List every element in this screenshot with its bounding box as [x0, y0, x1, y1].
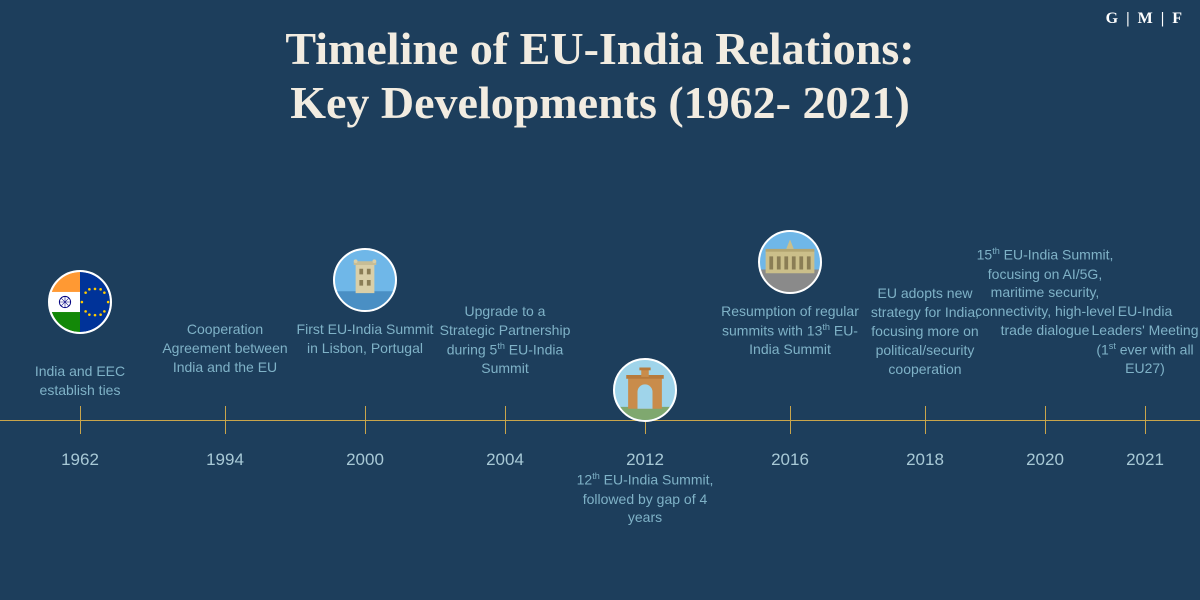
event-description: EU adopts new strategy for India, focusi… — [855, 284, 995, 378]
event-description: Upgrade to a Strategic Partnership durin… — [435, 302, 575, 378]
india-eu-flag-icon — [48, 270, 112, 334]
axis-tick — [1145, 406, 1146, 434]
axis-tick — [925, 406, 926, 434]
event-year: 2012 — [626, 450, 664, 470]
event-year: 2018 — [906, 450, 944, 470]
axis-tick — [1045, 406, 1046, 434]
event-year: 2004 — [486, 450, 524, 470]
event-year: 1994 — [206, 450, 244, 470]
title-line-1: Timeline of EU-India Relations: — [0, 0, 1200, 76]
event-description: India and EEC establish ties — [10, 362, 150, 400]
title-line-2: Key Developments (1962- 2021) — [0, 76, 1200, 130]
timeline-axis — [0, 420, 1200, 421]
axis-tick — [80, 406, 81, 434]
event-description: Cooperation Agreement between India and … — [155, 320, 295, 377]
axis-tick — [225, 406, 226, 434]
event-description: EU-India Leaders' Meeting (1st ever with… — [1090, 302, 1200, 378]
event-year: 2021 — [1126, 450, 1164, 470]
event-year: 2000 — [346, 450, 384, 470]
event-year: 1962 — [61, 450, 99, 470]
event-description: First EU-India Summit in Lisbon, Portuga… — [295, 320, 435, 358]
axis-tick — [505, 406, 506, 434]
brand-logo: G | M | F — [1106, 10, 1184, 28]
timeline: 1962 India and EEC establish ties 1994 Coo… — [0, 160, 1200, 600]
event-year: 2020 — [1026, 450, 1064, 470]
axis-tick — [365, 406, 366, 434]
axis-tick — [790, 406, 791, 434]
lisbon-tower-icon — [333, 248, 397, 312]
brussels-icon — [758, 230, 822, 294]
event-year: 2016 — [771, 450, 809, 470]
event-description: Resumption of regular summits with 13th … — [720, 302, 860, 359]
event-description: 12th EU-India Summit, followed by gap of… — [575, 470, 715, 527]
india-gate-icon — [613, 358, 677, 422]
